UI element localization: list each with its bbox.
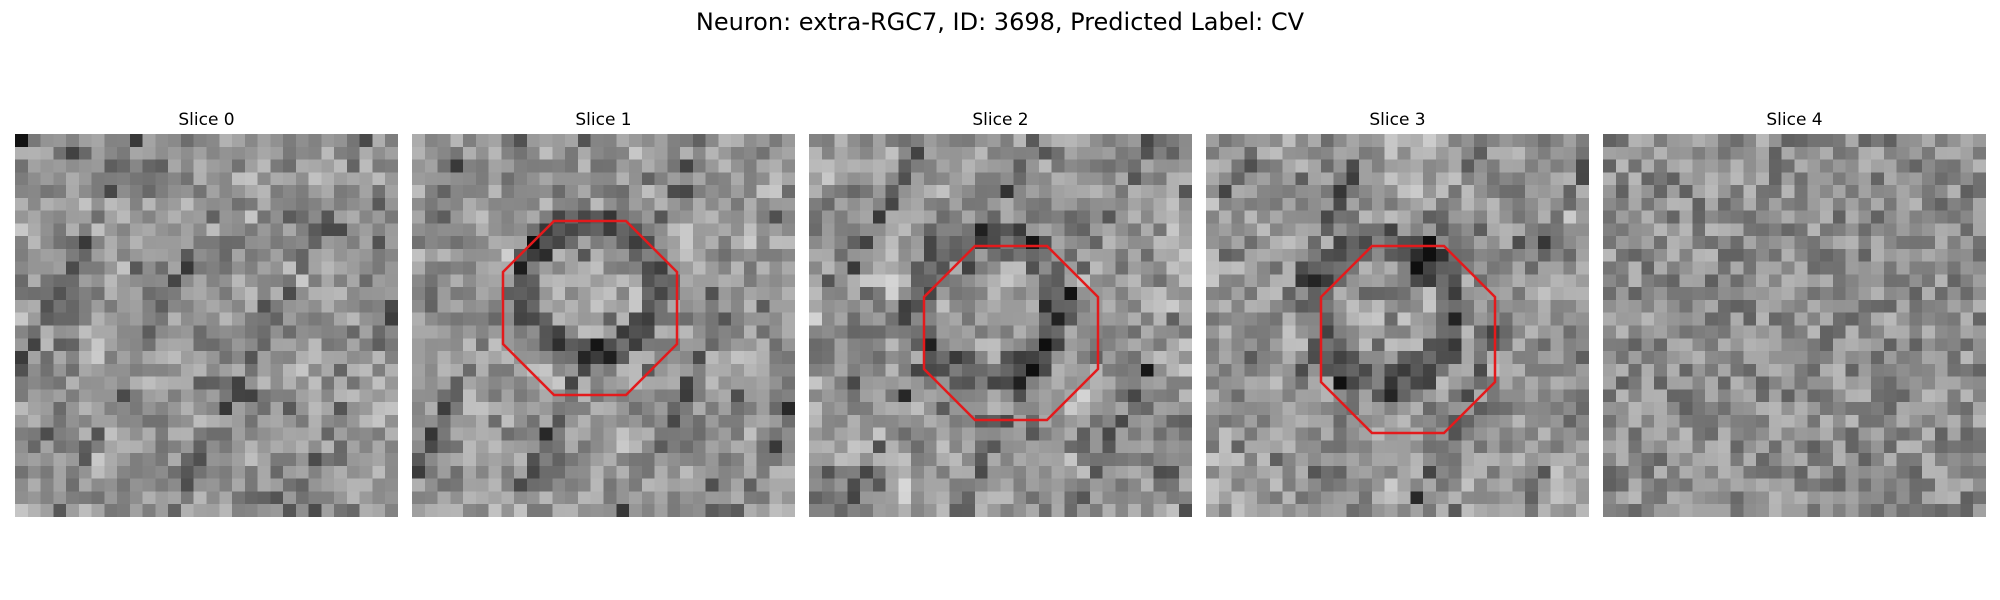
slice-title-2: Slice 2	[972, 110, 1029, 130]
slice-canvas-2	[809, 134, 1192, 517]
slice-image-1	[412, 134, 795, 517]
slice-image-3	[1206, 134, 1589, 517]
slice-panel-4: Slice 4	[1603, 108, 1986, 517]
slice-overlay-1	[501, 219, 679, 397]
slice-canvas-4	[1603, 134, 1986, 517]
roi-octagon-outline	[922, 244, 1100, 422]
slice-panel-3: Slice 3	[1206, 108, 1589, 517]
figure-title: Neuron: extra-RGC7, ID: 3698, Predicted …	[695, 8, 1305, 36]
slice-title-3: Slice 3	[1369, 110, 1426, 130]
slice-title-0: Slice 0	[178, 110, 235, 130]
slice-canvas-3	[1206, 134, 1589, 517]
slice-overlay-4	[1603, 134, 1986, 517]
slice-image-2	[809, 134, 1192, 517]
slice-overlay-2	[922, 244, 1100, 422]
slice-canvas-0	[15, 134, 398, 517]
slice-overlay-3	[1319, 244, 1497, 435]
roi-octagon-outline	[1319, 244, 1497, 435]
roi-octagon-outline	[501, 219, 679, 397]
slice-overlay-0	[15, 134, 398, 517]
slice-panel-2: Slice 2	[809, 108, 1192, 517]
slice-title-1: Slice 1	[575, 110, 632, 130]
slice-image-4	[1603, 134, 1986, 517]
slice-canvas-1	[412, 134, 795, 517]
slice-panel-0: Slice 0	[15, 108, 398, 517]
slice-title-4: Slice 4	[1766, 110, 1823, 130]
slice-image-0	[15, 134, 398, 517]
slice-panel-1: Slice 1	[412, 108, 795, 517]
